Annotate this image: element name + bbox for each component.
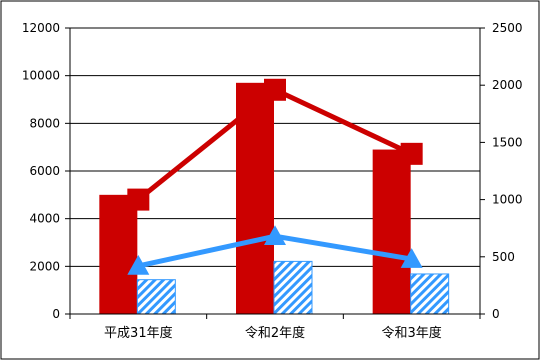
hatched-bar — [273, 260, 313, 315]
right-tick-label: 2000 — [492, 78, 523, 92]
square-marker — [400, 142, 423, 165]
bars — [99, 82, 450, 315]
triangle-marker — [127, 254, 150, 275]
right-tick-label: 1500 — [492, 135, 523, 149]
series-lines — [127, 78, 423, 275]
triangle-marker — [264, 225, 286, 246]
category-label: 令和2年度 — [245, 325, 305, 341]
hatched-bar — [410, 273, 450, 315]
left-tick-label: 0 — [52, 307, 60, 321]
left-tick-label: 6000 — [29, 164, 60, 178]
left-tick-label: 8000 — [29, 116, 60, 130]
right-tick-label: 0 — [492, 307, 500, 321]
right-tick-label: 2500 — [492, 21, 523, 35]
tick-labels: 0 2000 4000 6000 8000 10000 12000 0 500 1000 1500 2… — [22, 21, 523, 341]
right-tick-label: 500 — [492, 250, 515, 264]
left-tick-label: 10000 — [22, 69, 60, 83]
right-tick-label: 1000 — [492, 193, 523, 207]
category-label: 平成31年度 — [104, 325, 173, 341]
solid-bar — [99, 194, 138, 314]
hatched-bar — [136, 279, 176, 315]
solid-bar — [372, 149, 411, 314]
square-marker — [127, 188, 150, 211]
square-marker — [264, 78, 286, 101]
triangle-marker — [400, 248, 423, 268]
left-tick-label: 4000 — [29, 212, 60, 226]
axes — [65, 27, 485, 319]
left-tick-label: 2000 — [29, 259, 60, 273]
left-tick-label: 12000 — [22, 21, 60, 35]
category-label: 令和3年度 — [382, 325, 442, 341]
solid-bar — [236, 82, 274, 314]
